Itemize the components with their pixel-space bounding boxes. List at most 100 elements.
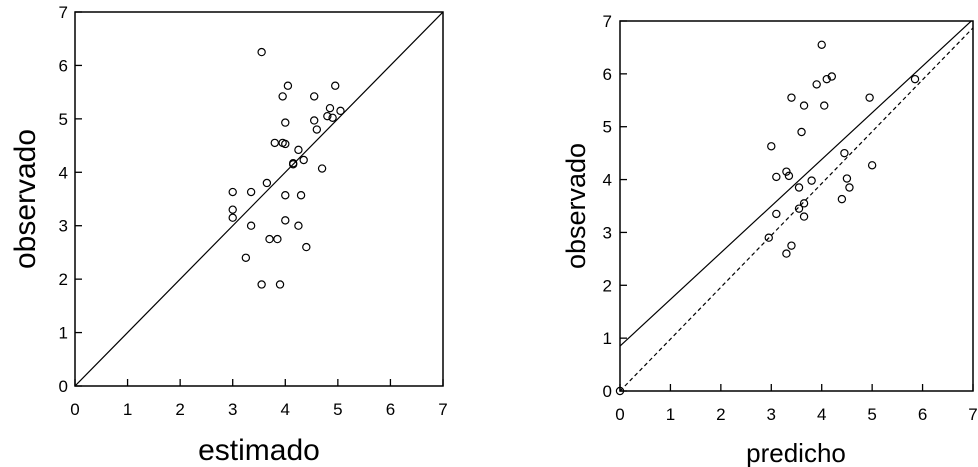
x-tick-label: 3 [228,400,237,419]
data-point [787,241,796,250]
data-point [323,111,332,121]
data-point [288,160,298,169]
data-point [767,142,776,151]
x-tick-label: 7 [438,400,447,419]
data-point [302,242,311,252]
x-tick-label: 2 [175,400,184,419]
x-tick-label: 6 [386,400,395,419]
data-point [281,139,290,149]
data-point [817,40,826,49]
plot-frame [74,11,444,387]
data-point [820,101,829,110]
y-tick-label: 5 [59,110,68,129]
x-tick-label: 0 [70,400,79,419]
y-tick-label: 1 [603,329,612,348]
data-point [281,191,290,200]
plot-frame [619,20,974,392]
data-point [799,212,809,221]
y-tick-label: 2 [603,276,612,295]
y-tick-label: 4 [59,163,68,182]
data-point [787,93,796,102]
data-point [317,164,327,173]
x-tick-label: 1 [666,405,675,424]
y-tick-label: 0 [59,377,68,396]
data-point [294,221,303,230]
x-tick-label: 6 [918,405,927,424]
data-point [812,80,821,89]
data-point [281,216,290,225]
x-tick-label: 1 [123,400,132,419]
y-tick-label: 3 [59,217,68,236]
data-point [772,172,781,182]
solid-line [620,21,973,347]
data-point [794,204,804,213]
data-point [325,103,335,113]
x-tick-label: 7 [968,405,977,424]
y-axis-title: observado [561,143,591,269]
data-point [270,138,279,148]
data-point [784,171,794,181]
data-point [257,280,266,289]
data-point [797,127,806,137]
data-point [273,234,282,244]
data-point [228,213,237,222]
dashed-line [620,27,973,391]
data-point [246,187,256,197]
data-point [278,92,287,101]
data-point [328,113,337,122]
data-point [228,205,237,214]
x-axis-title: estimado [198,434,320,467]
data-point [764,233,773,242]
data-point [312,125,322,134]
data-point [296,191,306,200]
x-tick-label: 0 [615,405,624,424]
data-point [794,183,804,192]
x-tick-label: 2 [716,405,725,424]
y-tick-label: 5 [603,118,612,137]
data-point [845,183,854,192]
data-point [799,199,809,208]
solid-line [75,12,443,386]
x-tick-label: 5 [333,400,342,419]
y-tick-label: 3 [603,223,612,242]
data-point [615,386,625,396]
data-point [799,101,809,110]
data-point [772,209,781,219]
data-point [336,106,345,116]
data-point [910,74,920,84]
y-tick-label: 0 [603,382,612,401]
y-tick-label: 2 [59,270,68,289]
data-point [283,81,293,90]
data-point [840,148,849,158]
data-point [782,167,791,176]
data-point [331,81,340,90]
data-point [822,74,831,84]
left-panel-estimado: 0 1 2 3 4 5 6 7 0 1 2 3 4 5 6 7 estimado observado [9,3,448,467]
data-point [246,221,256,230]
y-tick-label: 7 [603,12,612,31]
data-point [837,194,847,204]
data-point [865,93,874,102]
data-point [265,234,274,244]
data-point [782,249,791,258]
x-tick-label: 3 [767,405,776,424]
y-tick-label: 6 [603,65,612,84]
y-axis-title: observado [9,129,42,269]
data-point [827,72,837,81]
right-panel-predicho: 0 1 2 3 4 5 6 7 0 1 2 3 4 5 6 7 predicho observado [561,12,978,467]
data-point [228,187,237,197]
y-tick-label: 7 [59,3,68,22]
data-point [275,280,285,289]
x-tick-label: 4 [281,400,290,419]
y-tick-label: 4 [603,171,612,190]
data-point [281,118,290,127]
data-point [310,92,319,101]
y-tick-label: 6 [59,56,68,75]
x-axis-title: predicho [746,438,846,467]
data-point [299,155,308,165]
y-tick-label: 1 [59,324,68,343]
data-point [257,47,266,57]
data-point [294,145,303,155]
data-point [807,176,816,185]
